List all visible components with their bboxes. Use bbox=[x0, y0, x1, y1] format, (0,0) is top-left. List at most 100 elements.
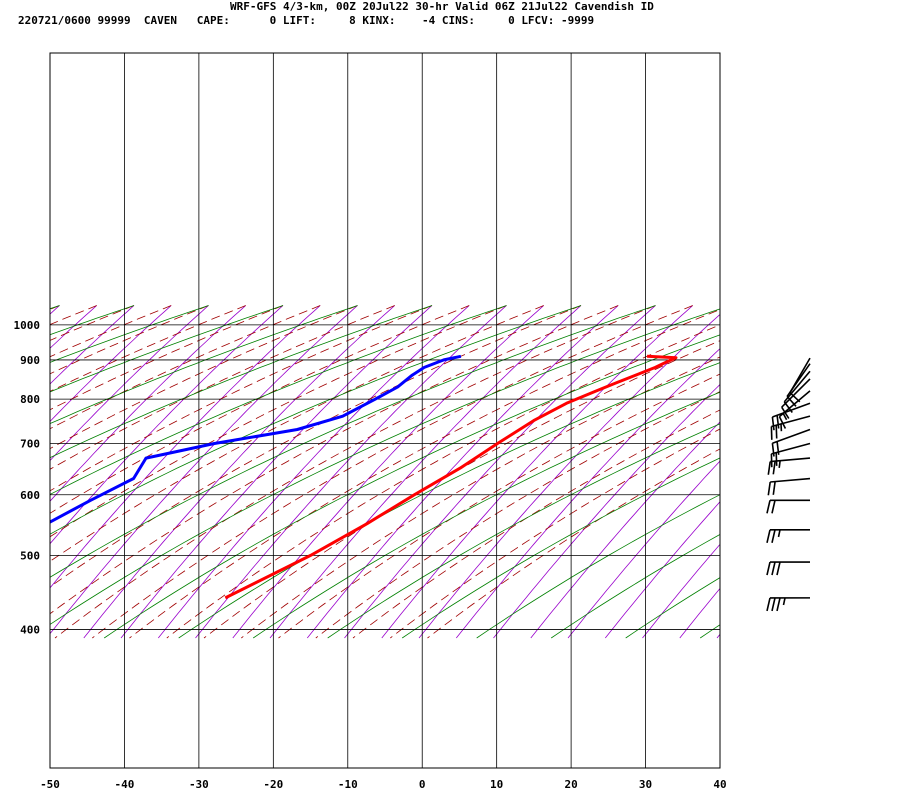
temperature-axis: -50 -40 -30 -20 -10 0 10 20 30 40 bbox=[40, 778, 727, 791]
moist-adiabat-line bbox=[50, 305, 284, 411]
wind-barb-flag bbox=[776, 561, 781, 576]
pressure-tick-label: 1000 bbox=[14, 319, 41, 332]
wind-barb bbox=[766, 597, 811, 612]
wind-barb-flag bbox=[786, 395, 797, 407]
temperature-tick-label: -40 bbox=[115, 778, 135, 791]
dry-adiabat-line bbox=[50, 308, 720, 625]
wind-barb-flag bbox=[775, 425, 778, 439]
dry-adiabat-line bbox=[50, 305, 284, 393]
temperature-tick-label: 0 bbox=[419, 778, 426, 791]
wind-barb-flag bbox=[767, 481, 771, 496]
moist-adiabat-line bbox=[315, 391, 720, 639]
moist-adiabat-line bbox=[54, 305, 656, 639]
wind-barb-flag bbox=[772, 481, 776, 495]
wind-barb bbox=[789, 357, 811, 403]
dry-adiabat-line bbox=[50, 305, 582, 535]
mixing-ratio-line bbox=[604, 501, 720, 639]
wind-barb-flag bbox=[775, 452, 778, 466]
dry-adiabat-line bbox=[50, 305, 209, 363]
mixing-ratio-line bbox=[716, 633, 720, 639]
wind-barb bbox=[766, 528, 811, 543]
wind-barb-half-flag bbox=[782, 413, 788, 421]
pressure-tick-label: 400 bbox=[20, 624, 40, 637]
moist-adiabat-line bbox=[278, 373, 720, 639]
mixing-ratio-line bbox=[50, 305, 97, 349]
wind-barb bbox=[767, 457, 811, 475]
wind-barb-flag bbox=[766, 597, 771, 612]
mixing-ratio-line bbox=[344, 305, 656, 639]
temperature-tick-label: -50 bbox=[40, 778, 60, 791]
wind-barb-flag bbox=[789, 392, 801, 403]
wind-barb-flag bbox=[771, 416, 775, 431]
wind-barb-flag bbox=[766, 500, 771, 514]
temperature-tick-label: 30 bbox=[639, 778, 652, 791]
wind-barb-flag bbox=[771, 443, 775, 457]
mixing-ratio-line bbox=[306, 305, 619, 639]
wind-barb bbox=[783, 370, 811, 413]
mixing-ratio-line bbox=[83, 305, 395, 639]
wind-barb-half-flag bbox=[782, 597, 786, 606]
pressure-tick-label: 600 bbox=[20, 489, 40, 502]
dry-adiabat-line bbox=[476, 494, 720, 639]
pressure-tick-label: 800 bbox=[20, 393, 40, 406]
wind-barb-flag bbox=[766, 561, 771, 576]
mixing-ratio-line bbox=[50, 305, 209, 462]
mixing-ratio-line bbox=[50, 305, 358, 635]
mixing-ratio-line bbox=[232, 305, 544, 639]
temperature-tick-label: 40 bbox=[713, 778, 726, 791]
wind-barb-flag bbox=[778, 416, 787, 429]
wind-barb bbox=[767, 477, 811, 496]
pressure-tick-label: 500 bbox=[20, 549, 40, 562]
temperature-tick-label: -20 bbox=[263, 778, 283, 791]
temperature-tick-label: -30 bbox=[189, 778, 209, 791]
temperature-tick-label: -10 bbox=[338, 778, 358, 791]
wind-barb-shaft bbox=[772, 428, 811, 444]
wind-barb-shaft bbox=[783, 370, 811, 403]
dewpoint-profile bbox=[50, 354, 462, 524]
chart-title: WRF-GFS 4/3-km, 00Z 20Jul22 30-hr Valid … bbox=[230, 0, 654, 13]
wind-barb-flag bbox=[771, 561, 776, 576]
mixing-ratio-line bbox=[0, 306, 22, 639]
temperature-tick-label: 10 bbox=[490, 778, 503, 791]
dry-adiabat-line bbox=[327, 423, 720, 639]
pressure-axis: 400 500 600 700 800 900 1000 bbox=[14, 319, 41, 637]
mixing-ratio-line bbox=[381, 305, 693, 639]
moist-adiabat-line bbox=[129, 309, 720, 639]
mixing-ratio-line bbox=[642, 543, 720, 639]
wind-barb-flag bbox=[783, 401, 793, 413]
moist-adiabat-line bbox=[352, 409, 720, 639]
wind-barb-shaft bbox=[781, 378, 811, 408]
mixing-ratio-line bbox=[418, 313, 720, 639]
dry-adiabat-line bbox=[699, 624, 720, 639]
mixing-ratio-line bbox=[50, 305, 246, 502]
mixing-ratio-line bbox=[530, 421, 720, 639]
moist-adiabat-line bbox=[50, 305, 97, 326]
mixing-ratio-line bbox=[195, 305, 507, 639]
wind-barb bbox=[781, 378, 811, 419]
dry-adiabat-line bbox=[252, 391, 720, 639]
dry-adiabat-line bbox=[50, 305, 507, 495]
pressure-tick-label: 900 bbox=[20, 354, 40, 367]
plot-frame bbox=[49, 52, 721, 769]
wind-barb-shaft bbox=[770, 477, 811, 483]
wind-barb-half-flag bbox=[778, 460, 781, 468]
wind-barb-flag bbox=[776, 415, 780, 429]
mixing-ratio-line bbox=[269, 305, 582, 639]
dry-adiabat-line bbox=[401, 457, 720, 639]
wind-barb-flag bbox=[767, 461, 771, 475]
wind-barb-flag bbox=[771, 500, 776, 514]
wind-barb-flag bbox=[771, 529, 776, 543]
wind-barb bbox=[771, 428, 811, 457]
mixing-ratio-line bbox=[455, 348, 720, 639]
dry-adiabat-line bbox=[550, 533, 720, 639]
dry-adiabat-line bbox=[50, 305, 656, 578]
dry-adiabat-line bbox=[103, 334, 720, 639]
wind-barb-flag bbox=[771, 597, 776, 612]
wind-barb-shaft bbox=[789, 357, 811, 394]
moist-adiabat-line bbox=[390, 428, 720, 639]
moist-adiabat-line bbox=[203, 340, 720, 639]
mixing-ratio-line bbox=[50, 305, 284, 545]
wind-barb bbox=[766, 561, 811, 576]
dry-adiabat-line bbox=[50, 305, 358, 425]
